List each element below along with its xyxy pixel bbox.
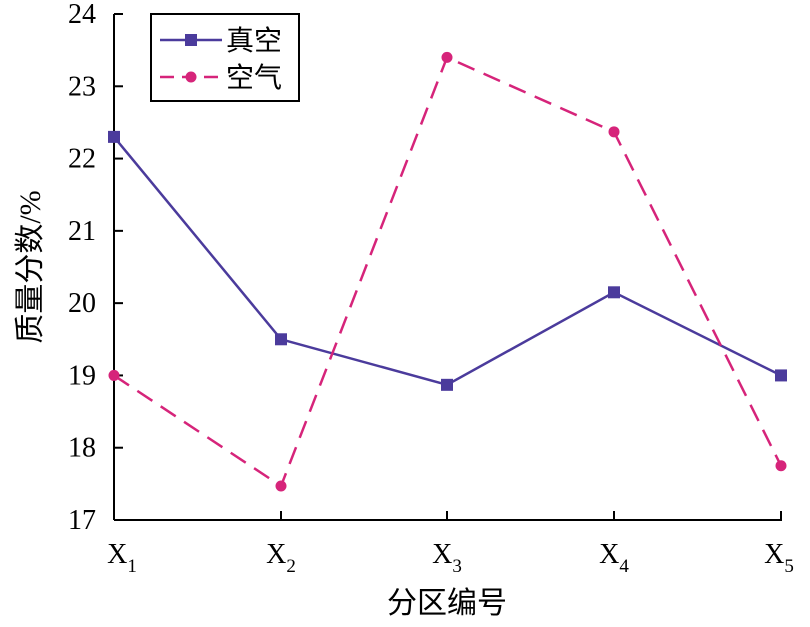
data-point [775,460,787,472]
legend-item: 空气 [160,62,282,94]
y-tick-label: 23 [68,71,96,102]
y-tick-label: 19 [68,360,96,391]
y-tick-label: 22 [68,144,96,175]
x-tick-label: X2 [266,539,296,577]
x-tick-label: X1 [107,539,137,577]
x-tick-labels: X1 X2 X3 X4 X5 [107,539,794,577]
series-line [113,55,783,488]
x-tick-label: X4 [599,539,629,577]
data-point [608,126,620,138]
y-tick-label: 24 [68,0,96,30]
data-point [608,286,620,299]
x-tick-label: X3 [432,539,462,577]
legend-item: 真空 [160,25,282,57]
series-layer [108,51,787,492]
legend-marker [185,34,197,46]
data-point [775,369,787,382]
data-point [108,369,120,381]
data-point [441,378,453,391]
data-point [275,480,287,492]
axes [113,13,782,521]
series-1 [108,130,787,391]
legend-label: 空气 [226,62,282,94]
data-point [275,333,287,346]
x-axis-title: 分区编号 [387,587,507,620]
y-tick-labels: 17 18 19 20 21 22 23 24 [68,0,96,536]
series-line [113,136,782,387]
y-tick-label: 17 [68,505,96,536]
y-axis-title: 质量分数/% [14,190,47,343]
legend-marker [185,71,197,83]
y-tick-label: 18 [68,433,96,464]
x-tick-label: X5 [764,539,794,577]
series-2 [108,51,787,492]
y-tick-label: 20 [68,288,96,319]
legend-label: 真空 [226,25,282,57]
legend-box [150,13,300,102]
y-tick-label: 21 [68,216,96,247]
data-point [108,130,120,143]
data-point [441,51,453,63]
